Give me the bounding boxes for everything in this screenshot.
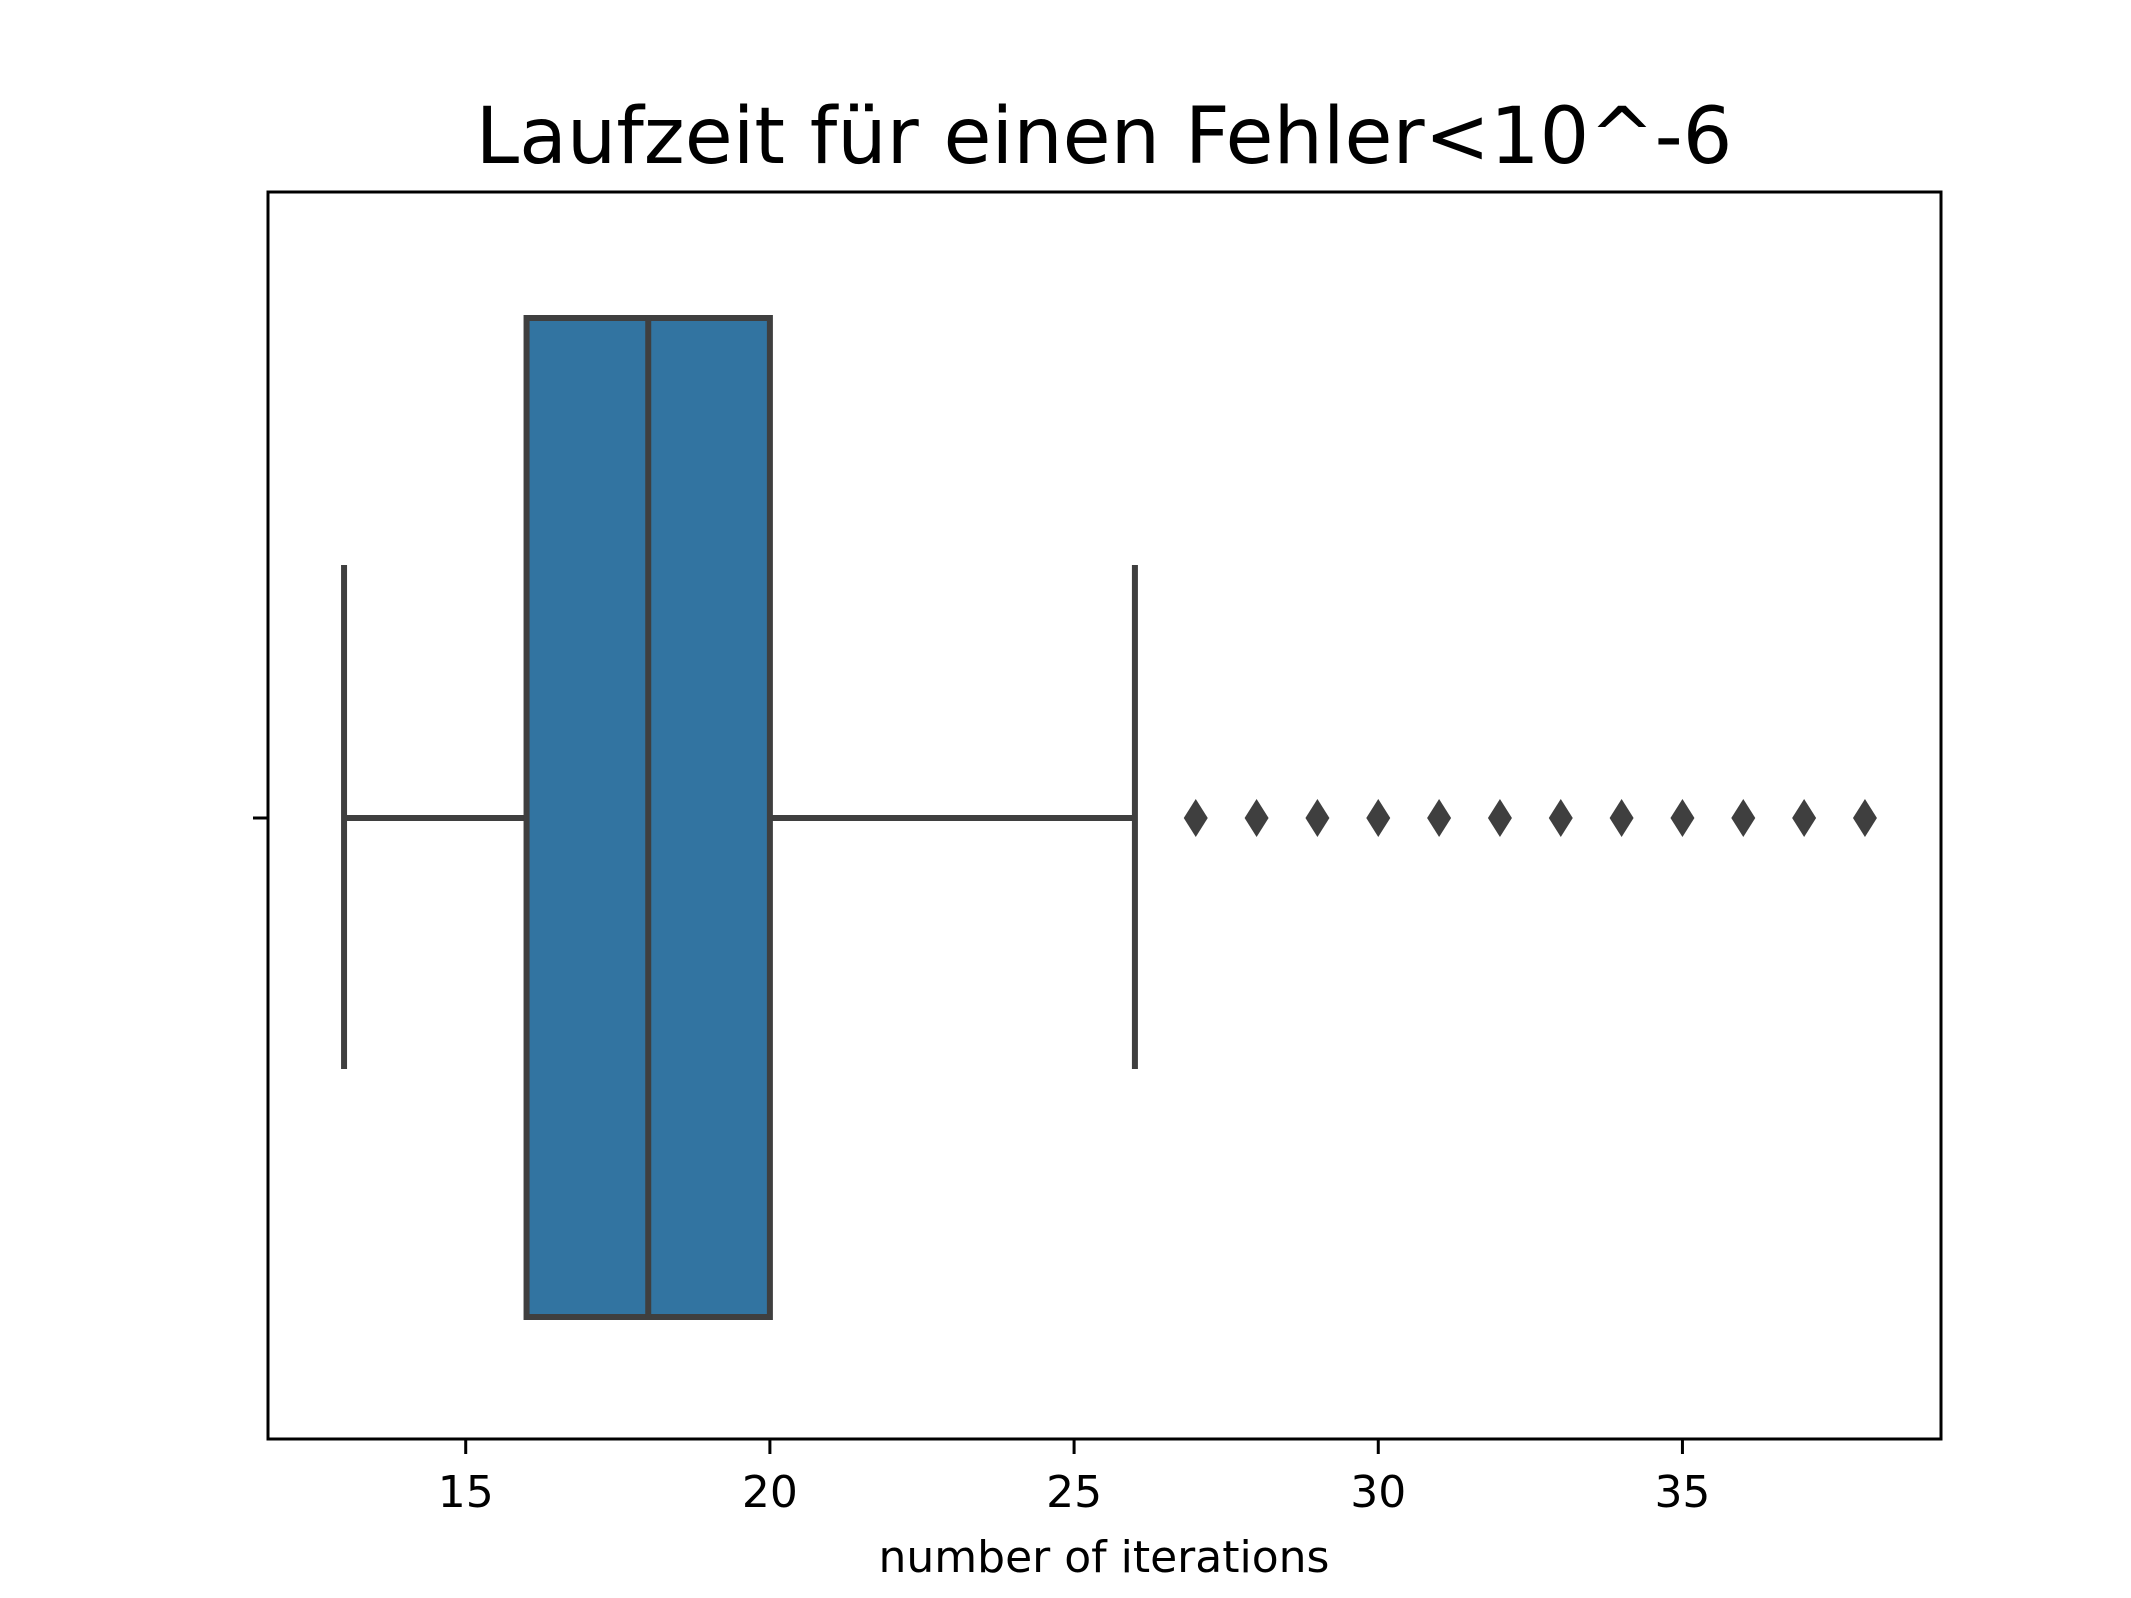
x-tick-label: 20 <box>742 1467 798 1518</box>
x-tick-label: 35 <box>1654 1467 1710 1518</box>
x-axis: 15 20 25 30 35 <box>253 816 1710 1518</box>
x-tick-label: 15 <box>438 1467 494 1518</box>
outlier-point <box>1852 799 1877 837</box>
x-tick-label: 25 <box>1046 1467 1102 1518</box>
outlier-point <box>1427 799 1452 837</box>
x-axis-label: number of iterations <box>879 1532 1330 1583</box>
outlier-point <box>1183 799 1208 837</box>
outlier-point <box>1305 799 1330 837</box>
axes-frame <box>266 190 1943 1441</box>
outlier-point <box>1731 799 1756 837</box>
plot-area <box>341 315 1877 1320</box>
outlier-point <box>1609 799 1634 837</box>
outlier-point <box>1366 799 1391 837</box>
chart-title: Laufzeit für einen Fehler<10^-6 <box>476 92 1733 182</box>
outlier-point <box>1487 799 1512 837</box>
outlier-point <box>1792 799 1817 837</box>
outlier-point <box>1670 799 1695 837</box>
outlier-point <box>1548 799 1573 837</box>
x-tick-label: 30 <box>1350 1467 1406 1518</box>
outlier-point <box>1244 799 1269 837</box>
